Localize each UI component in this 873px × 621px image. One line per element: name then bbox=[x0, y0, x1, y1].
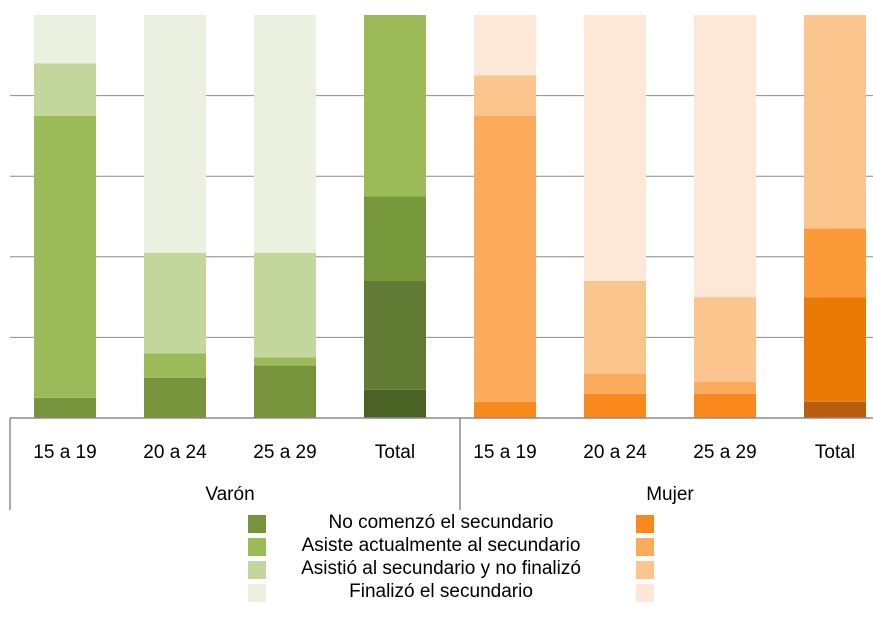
bar-segment bbox=[34, 63, 96, 116]
bar-segment bbox=[254, 365, 316, 418]
bar-segment bbox=[584, 373, 646, 394]
group-label: Mujer bbox=[646, 484, 694, 505]
bar-segment bbox=[804, 401, 866, 418]
legend-swatch-varon bbox=[248, 538, 266, 556]
bar-segment bbox=[694, 297, 756, 382]
bar-segment bbox=[254, 252, 316, 358]
chart: 15 a 19 20 a 24 25 a 29 Total 15 a 19 20 a 24… bbox=[9, 15, 873, 510]
bar-segment bbox=[474, 401, 536, 418]
category-tick-label: 25 a 29 bbox=[253, 442, 316, 463]
legend-item: Asiste actualmente al secundario bbox=[0, 535, 873, 557]
legend-item: Asistió al secundario y no finalizó bbox=[0, 558, 873, 580]
legend-swatch-mujer bbox=[636, 538, 654, 556]
bar-segment bbox=[474, 75, 536, 116]
bar-segment bbox=[364, 15, 426, 197]
bar-segment bbox=[804, 297, 866, 402]
bar-segment bbox=[474, 15, 536, 76]
legend-swatch-mujer bbox=[636, 561, 654, 579]
category-tick-label: Total bbox=[815, 442, 855, 463]
category-tick-label: 25 a 29 bbox=[693, 442, 756, 463]
legend-label: Asiste actualmente al secundario bbox=[301, 535, 581, 556]
legend-label: Finalizó el secundario bbox=[349, 581, 533, 602]
bar-segment bbox=[144, 252, 206, 354]
bar-segment bbox=[34, 397, 96, 418]
bar-segment bbox=[694, 15, 756, 298]
bar-segment bbox=[584, 280, 646, 374]
bar-segment bbox=[364, 196, 426, 281]
bar-segment bbox=[694, 381, 756, 394]
bar-segment bbox=[364, 280, 426, 390]
bar-segment bbox=[144, 15, 206, 253]
category-tick-label: 15 a 19 bbox=[33, 442, 96, 463]
bar-segment bbox=[804, 228, 866, 298]
bar-segment bbox=[144, 377, 206, 418]
legend-label: No comenzó el secundario bbox=[328, 512, 554, 533]
category-tick-label: 20 a 24 bbox=[143, 442, 207, 463]
bar-segment bbox=[254, 15, 316, 253]
legend-swatch-varon bbox=[248, 515, 266, 533]
bar-segment bbox=[584, 15, 646, 281]
bar-segment bbox=[34, 15, 96, 64]
category-tick-label: 15 a 19 bbox=[473, 442, 536, 463]
legend-swatch-mujer bbox=[636, 515, 654, 533]
bars bbox=[34, 15, 866, 418]
bar-segment bbox=[144, 353, 206, 378]
legend-item: No comenzó el secundario bbox=[0, 512, 873, 534]
bar-segment bbox=[34, 115, 96, 398]
category-tick-label: Total bbox=[375, 442, 415, 463]
legend-label: Asistió al secundario y no finalizó bbox=[301, 558, 581, 579]
legend-item: Finalizó el secundario bbox=[0, 581, 873, 603]
legend-swatch-mujer bbox=[636, 584, 654, 602]
legend-swatch-varon bbox=[248, 561, 266, 579]
bar-segment bbox=[804, 15, 866, 229]
legend-swatch-varon bbox=[248, 584, 266, 602]
category-axis: 15 a 19 20 a 24 25 a 29 Total 15 a 19 20 a 24… bbox=[9, 417, 873, 510]
bar-segment bbox=[474, 115, 536, 402]
group-label: Varón bbox=[205, 484, 254, 505]
bar-segment bbox=[694, 393, 756, 418]
bar-segment bbox=[254, 357, 316, 366]
bar-segment bbox=[364, 389, 426, 418]
category-tick-label: 20 a 24 bbox=[583, 442, 647, 463]
bar-segment bbox=[584, 393, 646, 418]
